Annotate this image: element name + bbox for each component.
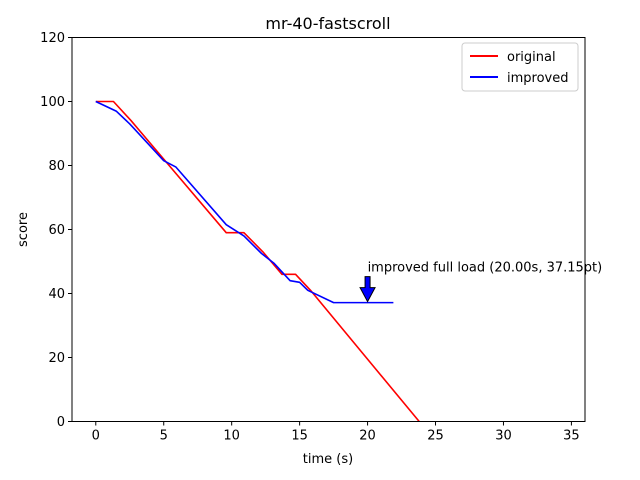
y-axis: 0 20 40 60 80 100 120 [40, 31, 72, 430]
legend-label-original: original [507, 50, 556, 65]
x-axis: 0 5 10 15 20 25 30 35 [92, 421, 580, 444]
chart-title: mr-40-fastscroll [265, 14, 390, 33]
legend: original improved [461, 42, 579, 92]
x-tick-label: 30 [495, 429, 512, 444]
plot-area [95, 100, 420, 422]
y-tick-label: 80 [48, 159, 65, 174]
x-tick-label: 5 [160, 429, 168, 444]
x-axis-label: time (s) [303, 452, 353, 467]
x-tick-label: 25 [427, 429, 444, 444]
series-line-improved [95, 100, 394, 304]
y-tick-label: 20 [48, 351, 65, 366]
x-tick-label: 10 [223, 429, 240, 444]
y-tick-label: 0 [57, 415, 65, 430]
series-line-original [95, 100, 420, 422]
y-axis-label: score [16, 212, 31, 247]
y-tick-label: 60 [48, 223, 65, 238]
x-tick-label: 20 [359, 429, 376, 444]
y-tick-label: 40 [48, 287, 65, 302]
x-tick-label: 35 [563, 429, 580, 444]
annotation-label: improved full load (20.00s, 37.15pt) [368, 261, 603, 276]
x-tick-label: 15 [291, 429, 308, 444]
x-tick-label: 0 [92, 429, 100, 444]
y-tick-label: 120 [40, 31, 65, 46]
annotation: improved full load (20.00s, 37.15pt) [359, 261, 603, 303]
plot-frame [71, 37, 586, 422]
legend-label-improved: improved [507, 71, 568, 86]
annotation-arrow [359, 276, 376, 303]
y-tick-label: 100 [40, 95, 65, 110]
